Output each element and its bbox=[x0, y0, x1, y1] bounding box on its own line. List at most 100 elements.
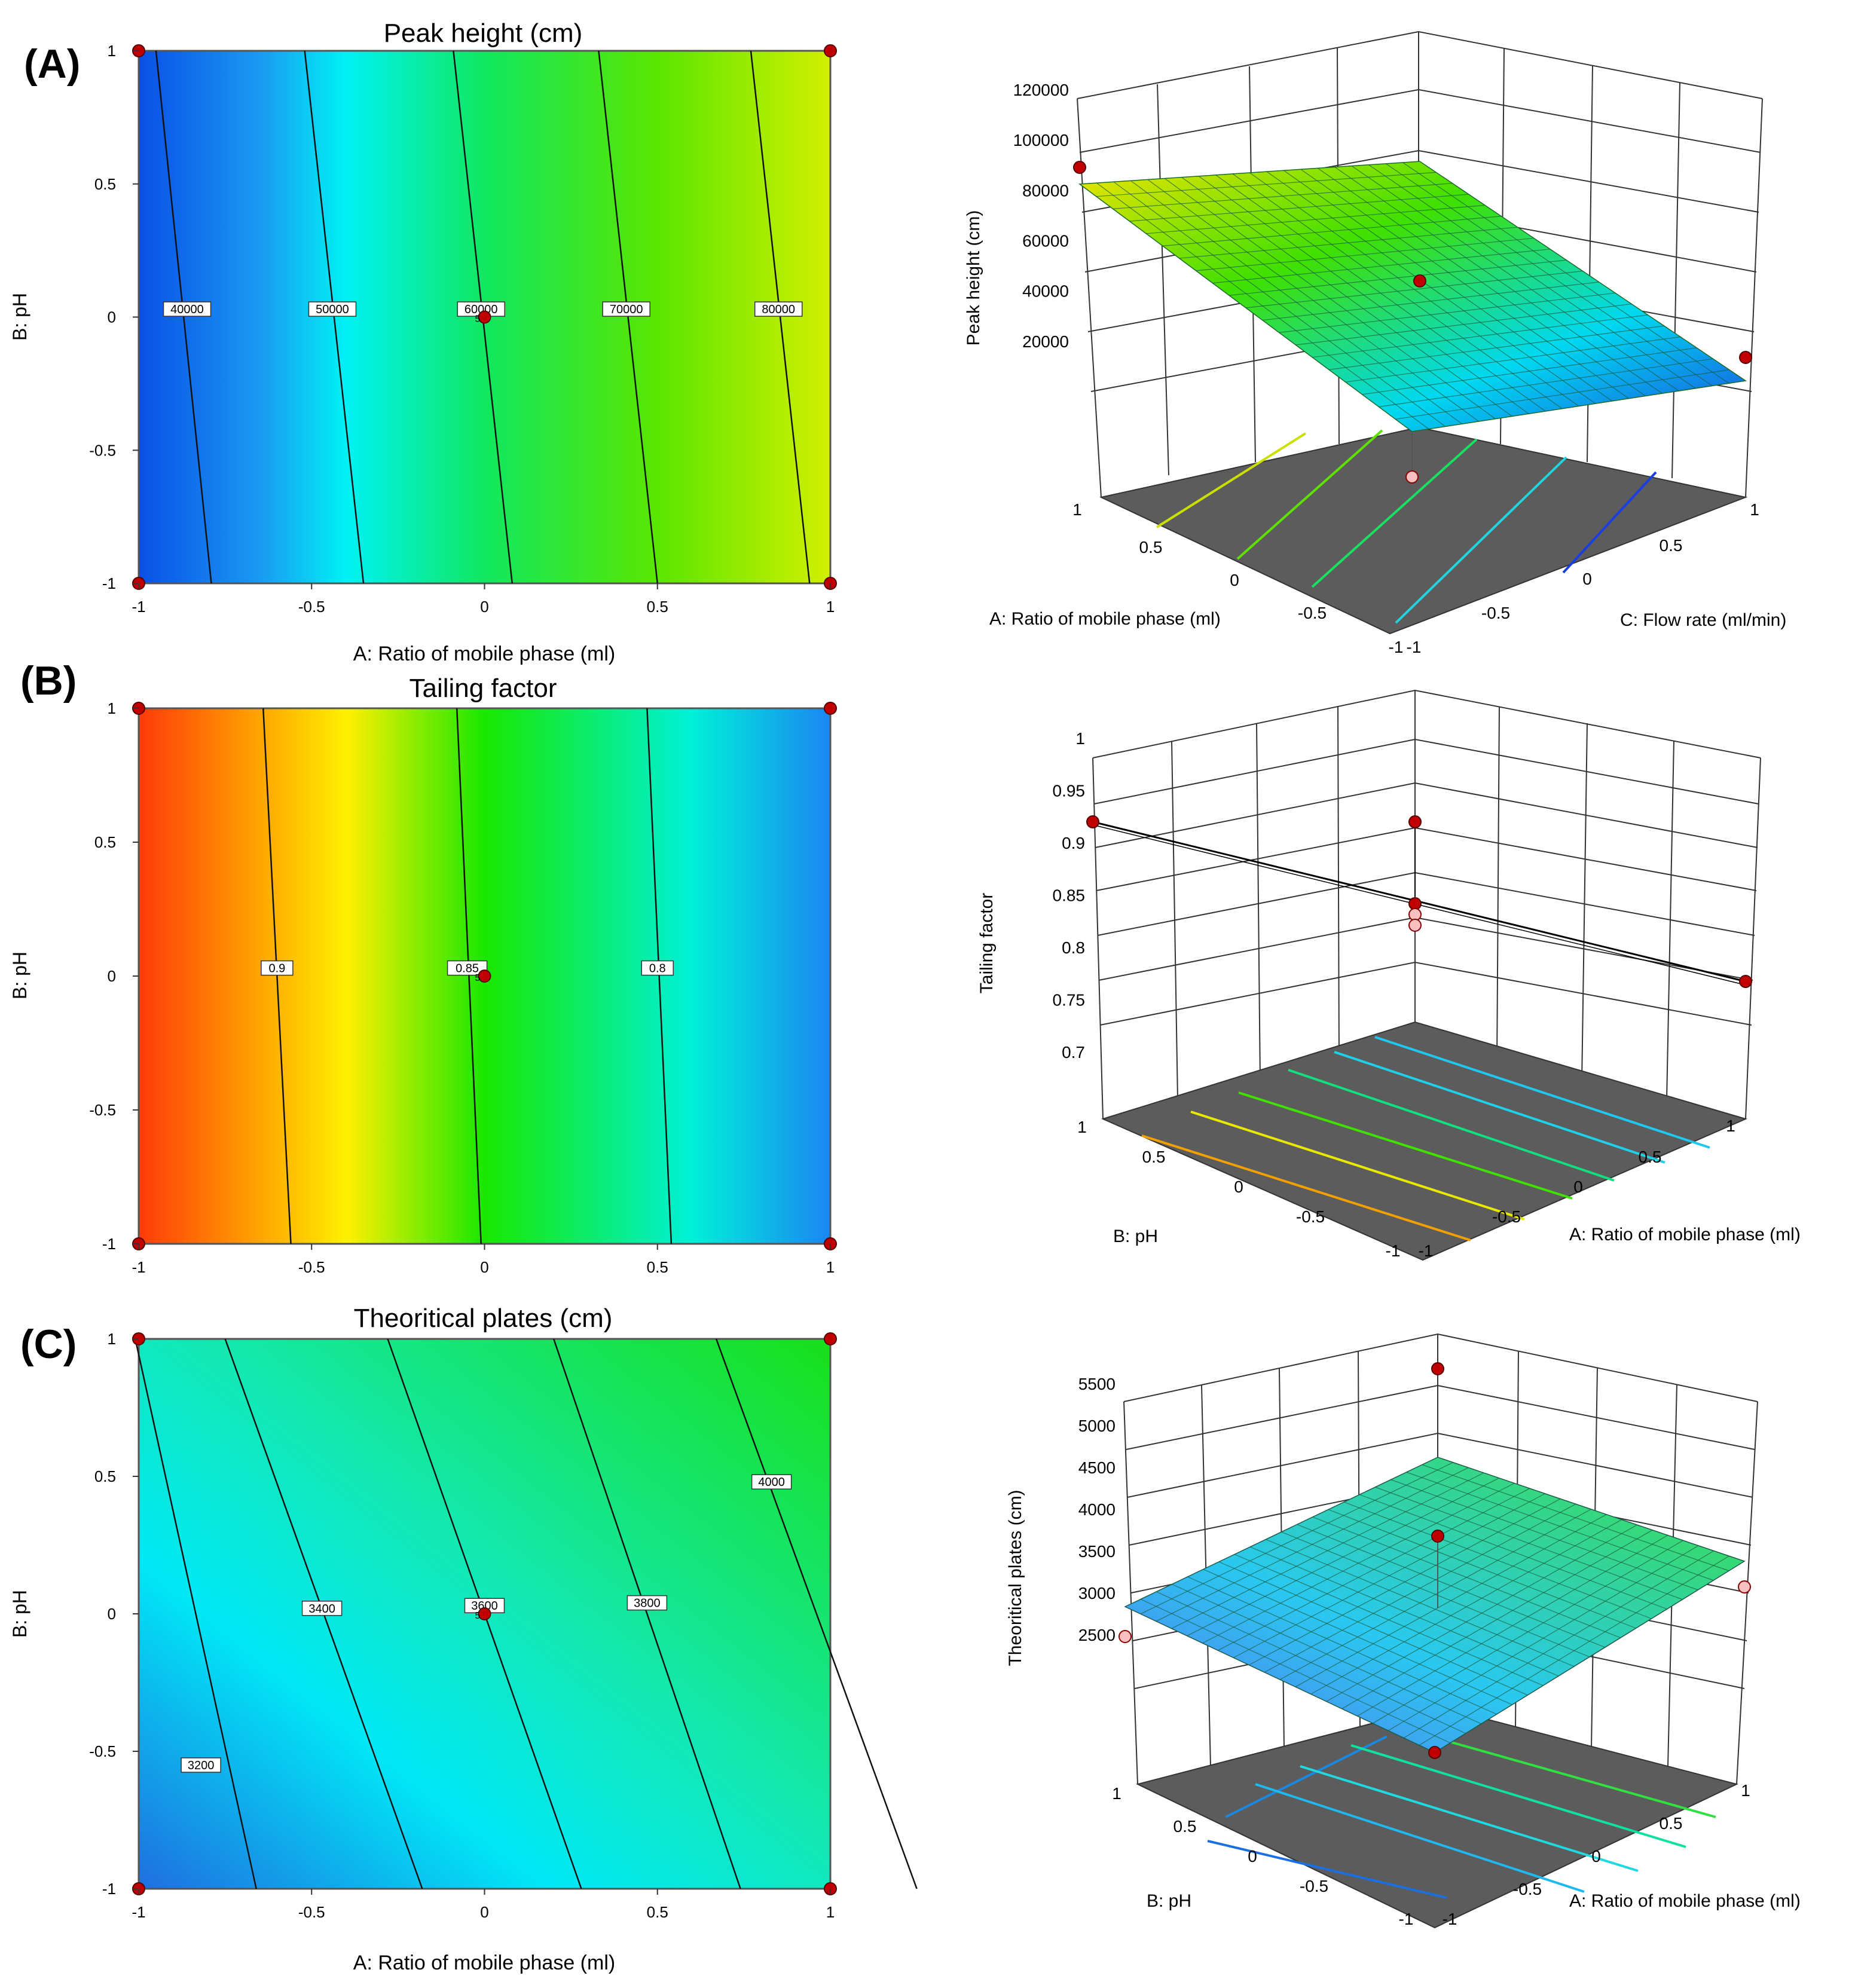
design-point-below bbox=[1118, 1630, 1132, 1643]
contour-label: 0.9 bbox=[268, 962, 285, 975]
left-axis-tick: -0.5 bbox=[1300, 1877, 1328, 1895]
design-point bbox=[1739, 351, 1752, 364]
x-tick-label: 0 bbox=[480, 1903, 488, 1921]
design-point bbox=[824, 1332, 837, 1345]
x-tick-label: -1 bbox=[132, 1258, 145, 1276]
x-axis-label: A: Ratio of mobile phase (ml) bbox=[353, 643, 615, 665]
contour-label-box bbox=[181, 1757, 221, 1773]
x-tick-label: -1 bbox=[132, 1903, 145, 1921]
design-point bbox=[1739, 975, 1752, 988]
contour-label: 3600 bbox=[471, 1599, 498, 1613]
z-axis-label: Peak height (cm) bbox=[964, 210, 983, 346]
right-axis-tick: 0 bbox=[1582, 570, 1592, 588]
y-tick-label: 0.5 bbox=[94, 1467, 116, 1485]
contour-label-box bbox=[627, 1595, 668, 1611]
right-axis-label: A: Ratio of mobile phase (ml) bbox=[1569, 1891, 1801, 1911]
y-tick-label: 0.5 bbox=[94, 833, 116, 851]
z-tick-label: 4500 bbox=[1078, 1458, 1116, 1477]
z-tick-label: 0.8 bbox=[1062, 938, 1085, 957]
x-tick-label: 0.5 bbox=[647, 1903, 668, 1921]
z-tick-label: 0.95 bbox=[1053, 782, 1086, 800]
contour-label: 0.8 bbox=[649, 962, 666, 975]
surface-plot-peak-height: 20000 40000 60000 80000 100000 120000 Peak he… bbox=[964, 30, 1786, 656]
design-point bbox=[1086, 815, 1099, 828]
contour-label-box bbox=[163, 301, 212, 317]
contour-line bbox=[646, 708, 673, 1244]
design-point bbox=[478, 1607, 491, 1620]
floor-plane bbox=[1101, 1021, 1747, 1261]
y-tick-label: 0 bbox=[108, 1605, 116, 1623]
y-tick-label: 1 bbox=[108, 1330, 116, 1348]
x-tick-label: 1 bbox=[826, 1258, 835, 1276]
right-axis-tick: -1 bbox=[1419, 1241, 1434, 1260]
right-axis-tick: -0.5 bbox=[1513, 1880, 1542, 1898]
left-axis-tick: -0.5 bbox=[1296, 1207, 1325, 1226]
x-tick-label: -1 bbox=[132, 598, 145, 616]
z-tick-label: 3000 bbox=[1078, 1584, 1116, 1602]
z-tick-label: 100000 bbox=[1013, 131, 1069, 149]
contour-label: 0.85 bbox=[456, 962, 479, 975]
left-axis-tick: -1 bbox=[1399, 1910, 1414, 1928]
right-axis-tick: 0.5 bbox=[1660, 536, 1683, 555]
panel-label-a: (A) bbox=[24, 41, 80, 87]
design-point bbox=[824, 702, 837, 715]
y-tick-label: 1 bbox=[108, 42, 116, 60]
y-tick-label: -0.5 bbox=[89, 1742, 116, 1760]
x-tick-label: -0.5 bbox=[298, 1258, 325, 1276]
contour-label: 40000 bbox=[170, 303, 204, 316]
replicate-count: 5 bbox=[475, 314, 481, 325]
x-tick-label: 1 bbox=[826, 598, 835, 616]
contour-label-box bbox=[301, 1601, 343, 1616]
floor-plane bbox=[1136, 1705, 1738, 1929]
contour-label-box bbox=[261, 960, 294, 976]
left-axis-tick: 0.5 bbox=[1173, 1817, 1197, 1836]
contour-label-box bbox=[308, 301, 357, 317]
y-tick-label: -0.5 bbox=[89, 1101, 116, 1119]
z-tick-label: 60000 bbox=[1022, 232, 1069, 250]
design-point bbox=[1413, 274, 1426, 288]
design-point-below bbox=[1405, 470, 1419, 484]
floor-plane bbox=[1099, 426, 1748, 635]
chart-title: Theoritical plates (cm) bbox=[354, 1304, 613, 1333]
contour-label: 70000 bbox=[610, 303, 643, 316]
contour-label-box bbox=[641, 960, 674, 976]
y-axis-label: B: pH bbox=[9, 293, 30, 341]
z-tick-label: 5500 bbox=[1078, 1375, 1116, 1393]
left-axis-label: A: Ratio of mobile phase (ml) bbox=[989, 609, 1221, 629]
design-point-below bbox=[1738, 1580, 1751, 1594]
x-axis-label: A: Ratio of mobile phase (ml) bbox=[353, 1952, 615, 1974]
z-tick-label: 80000 bbox=[1022, 181, 1069, 200]
left-axis-label: B: pH bbox=[1147, 1891, 1191, 1911]
contour-label: 3200 bbox=[188, 1759, 215, 1772]
right-axis-tick: 1 bbox=[1726, 1117, 1735, 1135]
contour-line bbox=[715, 1338, 918, 1889]
z-tick-label: 40000 bbox=[1022, 282, 1069, 301]
contour-line bbox=[598, 50, 658, 584]
y-tick-label: -1 bbox=[102, 574, 116, 592]
right-axis-tick: 1 bbox=[1750, 500, 1759, 519]
right-axis-tick: -0.5 bbox=[1481, 604, 1510, 622]
left-axis-tick: -1 bbox=[1386, 1241, 1401, 1260]
left-axis-tick: -0.5 bbox=[1298, 604, 1327, 622]
x-tick-label: -0.5 bbox=[298, 1903, 325, 1921]
right-axis-tick: 0 bbox=[1591, 1847, 1601, 1865]
replicate-count: 5 bbox=[475, 1611, 481, 1621]
right-axis-label: A: Ratio of mobile phase (ml) bbox=[1569, 1225, 1801, 1244]
z-tick-label: 0.85 bbox=[1053, 886, 1086, 905]
contour-line bbox=[750, 50, 811, 584]
chart-title: Tailing factor bbox=[409, 674, 557, 703]
contour-label: 50000 bbox=[316, 303, 349, 316]
y-tick-label: 1 bbox=[108, 699, 116, 717]
z-tick-label: 4000 bbox=[1078, 1500, 1116, 1519]
y-tick-label: -1 bbox=[102, 1235, 116, 1253]
right-axis-tick: -0.5 bbox=[1492, 1207, 1521, 1226]
contour-line bbox=[155, 50, 212, 584]
design-point bbox=[478, 969, 491, 983]
design-point bbox=[478, 310, 491, 324]
contour-label-box bbox=[754, 301, 803, 317]
contour-label: 3400 bbox=[308, 1602, 335, 1616]
response-surface bbox=[1124, 1457, 1746, 1753]
x-tick-label: 0 bbox=[480, 1258, 488, 1276]
contour-label: 80000 bbox=[762, 303, 795, 316]
